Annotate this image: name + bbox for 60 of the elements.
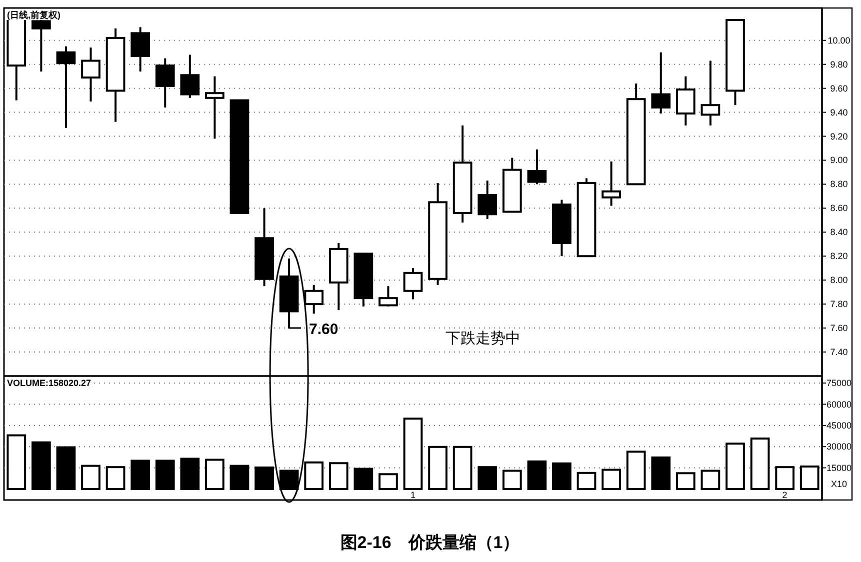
bar [304,461,324,490]
bar [230,464,250,490]
text: X10 [830,479,848,489]
bar [81,464,100,490]
y-tick-label: 10.00 [828,35,850,46]
bar [354,468,374,490]
bar [56,446,76,490]
y-tick-label: 9.00 [830,155,848,166]
annotation: 7.60 [309,321,338,338]
bar [478,466,498,490]
caption: 图2-16 价跌量缩（1） [340,533,520,552]
bar [700,470,720,490]
bar [328,462,348,490]
bar [527,460,547,490]
y-tick-label: 60000 [826,399,852,410]
bar [155,460,175,490]
y-tick-label: 8.00 [830,275,848,286]
bar [254,466,274,490]
x-tick-label: 1 [410,490,416,500]
bar [32,441,51,490]
bar [676,472,696,490]
y-tick-label: 15000 [826,462,852,473]
y-tick-label: 30000 [826,442,852,452]
bar [180,458,200,490]
bar [428,446,448,490]
x-tick-label: 2 [782,490,788,500]
bar [502,470,522,490]
y-tick-label: 8.80 [830,179,848,190]
bar [651,456,671,490]
y-tick-label: 7.80 [830,299,848,310]
y-tick-label: 7.40 [830,347,848,358]
bar [800,466,820,490]
bar [106,466,126,490]
chart-title: VOLUME:158020.27 [7,378,92,388]
y-tick-label: 8.40 [830,227,848,238]
bar [602,468,621,490]
y-tick-label: 9.40 [830,107,848,118]
bar [626,450,646,490]
y-tick-label: 8.20 [830,251,848,262]
bar [775,466,794,490]
bar [452,446,472,490]
bar [552,462,572,490]
bar [130,460,150,490]
chart-subtitle: (日线,前复权) [7,10,60,20]
y-tick-label: 7.60 [830,323,848,334]
bar [750,438,770,490]
y-tick-label: 45000 [826,420,852,430]
y-tick-label: 8.60 [830,203,848,214]
bar [403,418,423,490]
bar [378,473,398,490]
bar [6,434,26,490]
bar [576,472,596,490]
y-tick-label: 9.20 [830,131,848,142]
bar [279,470,299,490]
bar [726,442,745,490]
y-tick-label: 9.80 [830,59,848,70]
y-tick-label: 75000 [826,378,852,388]
bar [205,458,224,490]
annotation: 下跌走势中 [446,330,521,347]
y-tick-label: 9.60 [830,83,848,94]
